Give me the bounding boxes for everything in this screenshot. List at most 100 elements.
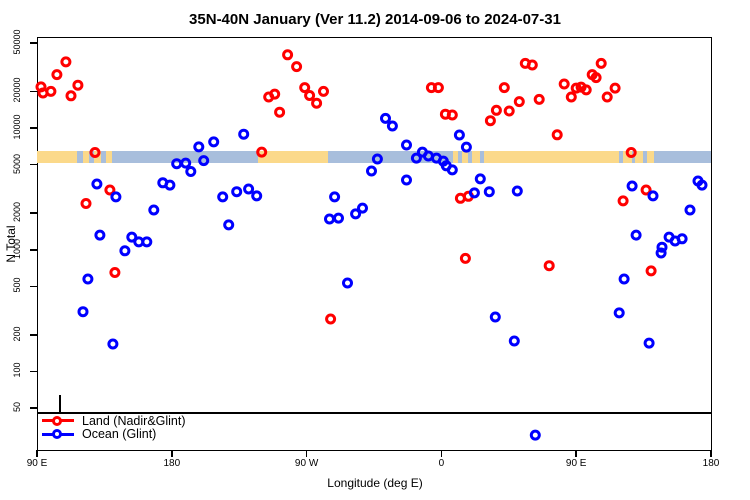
ocean-data-point <box>141 236 153 248</box>
land-data-point <box>282 49 294 61</box>
chart-title: 35N-40N January (Ver 11.2) 2014-09-06 to… <box>189 11 561 28</box>
x-tick-label: 0 <box>438 458 445 469</box>
land-data-point <box>72 79 84 91</box>
band-ocean-segment <box>111 151 258 163</box>
y-tick-mark <box>30 407 37 409</box>
ocean-data-point <box>77 306 89 318</box>
ocean-data-point <box>647 190 659 202</box>
ocean-data-point <box>655 247 667 259</box>
ocean-data-point <box>613 307 625 319</box>
band-land-segment <box>623 151 632 163</box>
land-data-point <box>274 106 286 118</box>
land-data-point <box>318 85 329 97</box>
band-ocean-segment <box>101 151 106 163</box>
ocean-data-point <box>231 186 243 198</box>
land-data-point <box>645 265 657 277</box>
ocean-data-point <box>333 212 344 224</box>
x-tick-label: 90 W <box>294 458 319 469</box>
land-data-point <box>60 56 72 68</box>
x-tick-label: 180 <box>163 458 181 469</box>
ocean-data-point <box>324 213 335 225</box>
land-data-point <box>533 93 545 105</box>
ocean-data-point <box>366 165 377 177</box>
band-land-segment <box>82 151 90 163</box>
land-data-point <box>590 72 602 84</box>
land-data-point <box>551 129 563 141</box>
ocean-data-point <box>91 178 103 190</box>
ocean-data-point <box>193 141 205 153</box>
x-tick-mark <box>710 450 712 457</box>
y-tick-mark <box>30 285 37 288</box>
band-land-segment <box>257 151 328 163</box>
threshold-line <box>37 412 711 414</box>
ocean-data-point <box>223 219 235 231</box>
x-tick-mark <box>575 450 577 457</box>
band-ocean-segment <box>480 151 485 163</box>
ocean-data-point <box>171 158 183 170</box>
band-ocean-segment <box>468 151 473 163</box>
band-land-segment <box>472 151 481 163</box>
ocean-data-point <box>350 208 362 220</box>
x-tick-mark <box>305 450 308 457</box>
band-ocean-segment <box>618 151 624 163</box>
legend-item-land: Land (Nadir&Glint) <box>42 414 186 428</box>
band-ocean-segment <box>327 151 454 163</box>
legend-label-land: Land (Nadir&Glint) <box>82 413 186 428</box>
y-tick-mark <box>30 127 37 129</box>
land-data-point <box>640 184 652 196</box>
ocean-data-point <box>684 204 696 216</box>
land-data-point <box>526 59 538 71</box>
x-tick-mark <box>440 450 443 457</box>
x-tick-mark <box>171 450 173 457</box>
ocean-data-point <box>483 186 495 198</box>
ocean-data-point <box>401 174 412 186</box>
ocean-data-point <box>696 179 708 191</box>
land-data-point <box>269 88 281 100</box>
ocean-data-point <box>251 190 263 202</box>
ocean-data-point <box>643 337 655 349</box>
land-data-point <box>459 252 471 264</box>
ocean-marker-icon <box>42 429 74 440</box>
land-data-point <box>256 146 268 158</box>
land-data-point <box>601 91 613 103</box>
ocean-data-point <box>329 191 341 203</box>
ocean-data-point <box>508 335 520 347</box>
land-data-point <box>432 82 444 94</box>
land-data-point <box>558 78 570 90</box>
ocean-data-point <box>489 311 501 323</box>
band-land-segment <box>105 151 112 163</box>
land-data-point <box>37 87 49 99</box>
ocean-data-point <box>410 152 422 164</box>
legend: Land (Nadir&Glint) Ocean (Glint) <box>42 414 186 441</box>
land-data-point <box>595 57 607 69</box>
band-land-segment <box>37 151 78 163</box>
band-land-segment <box>453 151 458 163</box>
ocean-data-point <box>656 241 668 253</box>
x-tick-label: 90 E <box>26 458 48 469</box>
y-tick-mark <box>30 163 37 166</box>
ocean-data-point <box>148 204 160 216</box>
ocean-data-point <box>243 183 255 195</box>
land-data-point <box>325 313 337 325</box>
land-data-point <box>513 96 525 108</box>
band-ocean-segment <box>89 151 94 163</box>
y-tick-mark <box>30 249 37 251</box>
band-ocean-segment <box>642 151 648 163</box>
ocean-data-point <box>380 112 391 124</box>
ocean-data-point <box>511 185 523 197</box>
land-data-point <box>484 115 496 127</box>
ocean-data-point <box>460 141 472 153</box>
ocean-data-point <box>618 273 630 285</box>
ocean-data-point <box>217 191 229 203</box>
land-data-point <box>580 84 592 96</box>
land-data-point <box>446 109 458 121</box>
land-data-point <box>104 184 116 196</box>
ocean-data-point <box>126 231 138 243</box>
land-data-point <box>304 90 316 101</box>
land-data-point <box>51 69 63 81</box>
ocean-data-point <box>357 202 368 214</box>
band-ocean-segment <box>77 151 83 163</box>
ocean-data-point <box>630 229 642 241</box>
